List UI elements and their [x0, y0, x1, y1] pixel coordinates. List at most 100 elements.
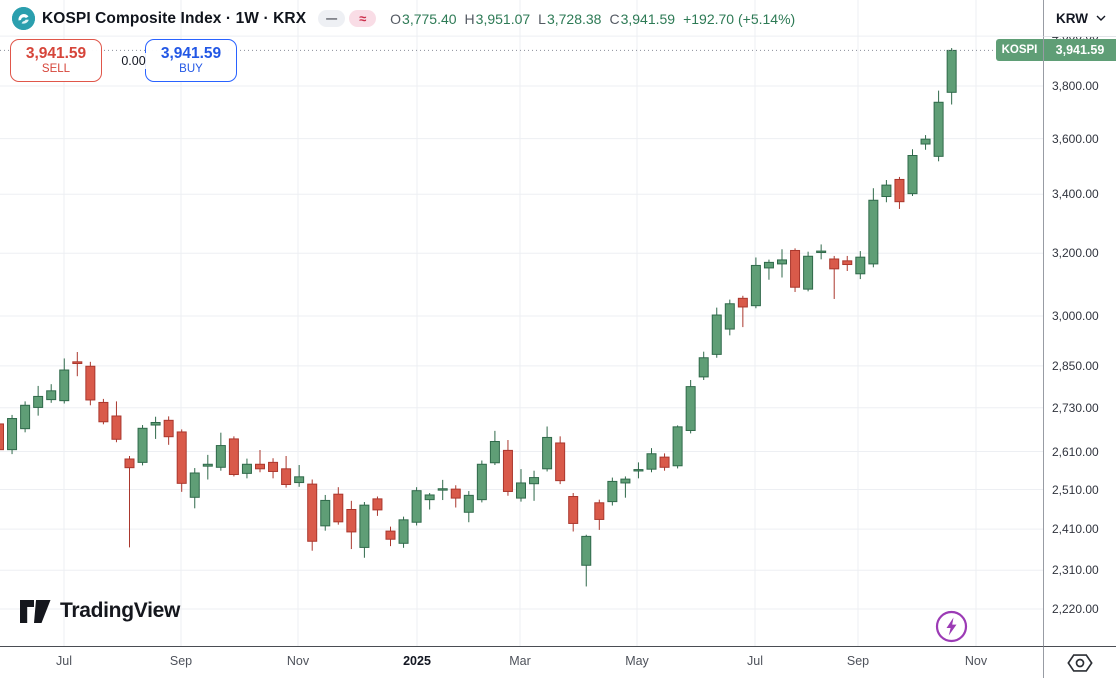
- price-tick-label: 3,200.00: [1052, 246, 1099, 261]
- price-tick-label: 3,400.00: [1052, 187, 1099, 202]
- candle: [581, 534, 592, 587]
- boost-lightning-icon[interactable]: [935, 610, 968, 643]
- candle: [502, 440, 513, 496]
- candle: [424, 493, 435, 510]
- candle: [150, 416, 161, 439]
- axis-settings-cell[interactable]: [1043, 646, 1116, 678]
- sell-label: SELL: [41, 63, 71, 76]
- candle: [46, 384, 57, 403]
- last-price-value: 3,941.59: [1055, 43, 1105, 58]
- candle: [0, 423, 4, 451]
- candle: [750, 257, 761, 309]
- price-tick-label: 2,310.00: [1052, 563, 1099, 578]
- candle: [829, 255, 840, 299]
- candle: [516, 469, 526, 502]
- candle: [372, 496, 383, 516]
- candle: [463, 491, 474, 523]
- candle: [698, 351, 709, 381]
- symbol-flag-label: KOSPI: [1001, 44, 1038, 57]
- candle: [489, 430, 500, 466]
- candle: [685, 380, 696, 434]
- buy-label: BUY: [179, 63, 203, 76]
- price-axis[interactable]: 4,000.003,800.003,600.003,400.003,200.00…: [1043, 0, 1116, 646]
- candle: [359, 502, 370, 558]
- time-tick-label: Sep: [169, 654, 193, 668]
- price-tick-label: 3,000.00: [1052, 309, 1099, 323]
- symbol-title[interactable]: KOSPI Composite Index · 1W · KRX: [42, 9, 307, 27]
- price-tick-label: 2,410.00: [1052, 522, 1099, 537]
- sell-price: 3,941.59: [25, 45, 87, 63]
- candle: [111, 401, 122, 443]
- tradingview-logo-icon: [20, 599, 51, 623]
- time-tick-label: May: [625, 654, 649, 668]
- candle: [85, 361, 96, 406]
- last-price-tag: 3,941.59: [1044, 39, 1116, 62]
- symbol-price-flag: KOSPI: [996, 39, 1043, 62]
- candle: [633, 462, 644, 479]
- candle: [189, 468, 200, 509]
- candle: [724, 299, 735, 336]
- price-tick-label: 2,610.00: [1052, 444, 1099, 459]
- candle: [868, 188, 879, 268]
- currency-label: KRW: [1056, 10, 1088, 26]
- candle: [842, 255, 853, 272]
- candle: [281, 455, 292, 488]
- time-axis[interactable]: Jul Sep Nov 2025 Mar May Jul Sep Nov: [0, 646, 1043, 678]
- candle: [620, 476, 631, 498]
- candle: [672, 425, 683, 469]
- candle: [946, 48, 957, 105]
- tradingview-attribution[interactable]: TradingView: [20, 599, 180, 623]
- price-tick-label: 2,730.00: [1052, 400, 1099, 415]
- candle: [294, 465, 305, 487]
- candle: [124, 455, 135, 548]
- candle: [777, 249, 787, 278]
- candle: [607, 477, 618, 506]
- spread-value: 0.00: [112, 53, 155, 69]
- candle: [529, 470, 540, 501]
- time-tick-label: Jul: [747, 654, 763, 668]
- candle: [646, 448, 657, 473]
- candle: [59, 358, 70, 404]
- candle: [881, 180, 892, 203]
- time-tick-label: Sep: [846, 654, 870, 668]
- buy-button[interactable]: 3,941.59 BUY: [145, 39, 237, 82]
- approx-pill-icon[interactable]: ≈: [349, 10, 377, 27]
- candle: [737, 295, 748, 328]
- candle: [255, 450, 265, 473]
- candle: [268, 458, 279, 479]
- candle: [307, 479, 318, 551]
- price-tick-label: 3,800.00: [1052, 78, 1099, 93]
- candle: [855, 251, 866, 280]
- dash-pill-icon[interactable]: —: [318, 10, 346, 27]
- candle: [920, 135, 931, 150]
- tradingview-logo-text: TradingView: [60, 599, 181, 622]
- candle: [803, 251, 814, 292]
- chevron-down-icon: [1096, 15, 1106, 21]
- candle: [894, 176, 905, 209]
- candle: [346, 500, 357, 550]
- price-tick-label: 3,600.00: [1052, 131, 1099, 146]
- candle: [568, 493, 579, 532]
- price-tick-label: 2,220.00: [1052, 601, 1099, 616]
- candle: [711, 307, 722, 358]
- candlestick-chart[interactable]: [0, 0, 1043, 646]
- candle: [398, 516, 409, 548]
- candle: [163, 416, 174, 445]
- candle: [555, 436, 566, 485]
- time-tick-label: Nov: [286, 654, 310, 668]
- candle: [594, 499, 605, 530]
- candle: [20, 401, 31, 433]
- candle: [437, 479, 448, 501]
- sell-button[interactable]: 3,941.59 SELL: [10, 39, 102, 82]
- time-tick-label: Mar: [509, 654, 531, 668]
- candle: [659, 453, 670, 471]
- candle: [790, 248, 801, 292]
- settings-hexagon-icon: [1067, 653, 1093, 672]
- currency-selector[interactable]: KRW: [1043, 0, 1116, 37]
- trade-panel: 3,941.59 SELL 0.00 3,941.59 BUY: [10, 39, 237, 82]
- candle: [228, 436, 239, 477]
- candle: [933, 90, 944, 162]
- candle: [98, 398, 109, 425]
- candle: [241, 458, 252, 479]
